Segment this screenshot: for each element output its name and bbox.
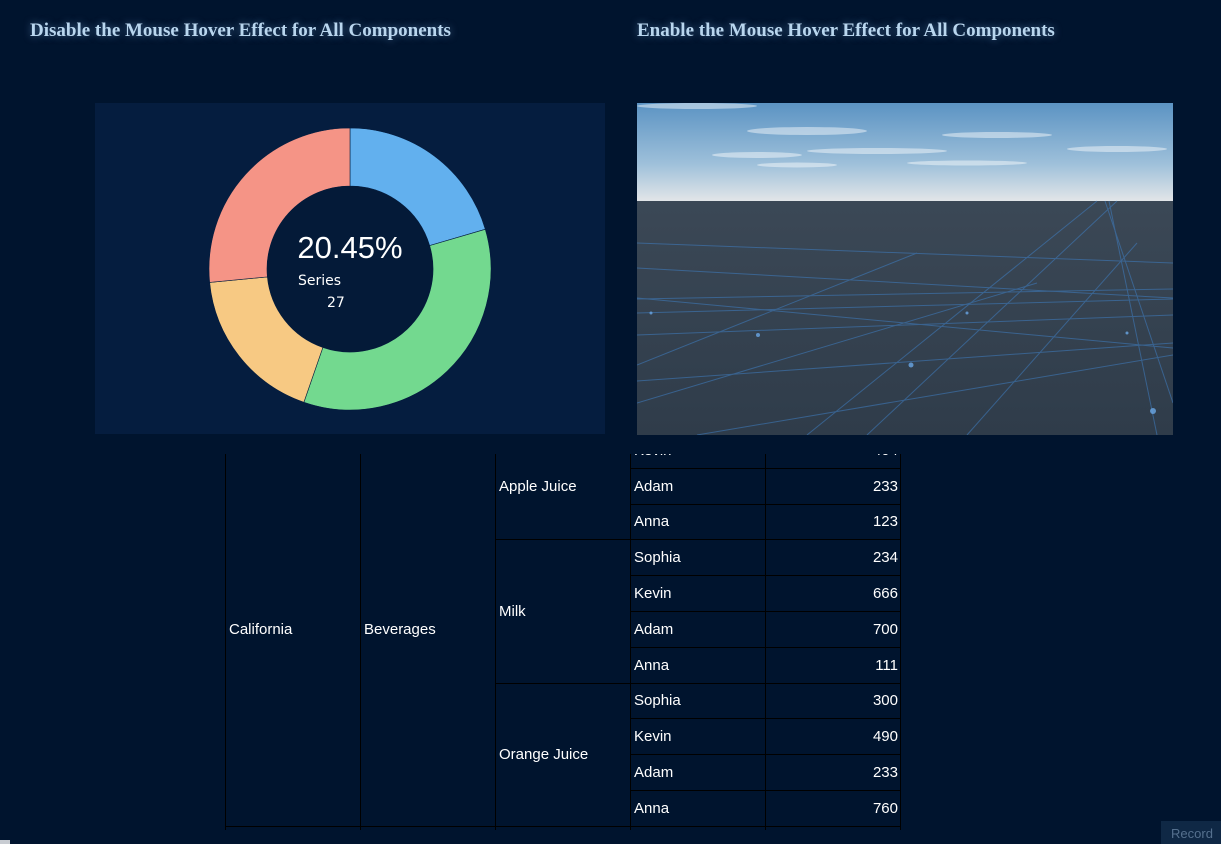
value-cell: 233 bbox=[765, 467, 901, 505]
value-cell: 300 bbox=[765, 682, 901, 720]
value-cell: 666 bbox=[765, 575, 901, 612]
person-cell: Kevin bbox=[630, 454, 766, 469]
grid-line-1 bbox=[637, 342, 1173, 382]
person-cell: Anna bbox=[630, 646, 766, 684]
value-cell: 490 bbox=[765, 718, 901, 756]
grid-line-13 bbox=[637, 252, 918, 366]
table-row: Adam 700 bbox=[226, 610, 901, 648]
product-cell: Apple Juice bbox=[495, 454, 631, 541]
grid-line-10 bbox=[866, 200, 1118, 435]
value-cell: 404 bbox=[765, 454, 901, 469]
table-row: Orange Juice Sophia 300 bbox=[226, 682, 901, 827]
grid-line-12 bbox=[1108, 200, 1158, 435]
table-row: Anna 111 bbox=[226, 646, 901, 684]
category-cell: Beverages bbox=[360, 454, 496, 827]
value-cell: 234 bbox=[765, 539, 901, 577]
grid-line-9 bbox=[806, 200, 1098, 435]
product-cell: Orange Juice bbox=[495, 682, 631, 827]
record-button[interactable]: Record bbox=[1161, 821, 1221, 844]
person-cell: Kevin bbox=[630, 575, 766, 612]
person-cell: Kevin bbox=[630, 718, 766, 756]
table-row: Sophia652 bbox=[225, 825, 901, 830]
table-row: Anna 123 bbox=[226, 503, 901, 541]
person-cell: Sophia bbox=[630, 825, 766, 830]
value-cell: 760 bbox=[765, 789, 901, 827]
value-cell: 233 bbox=[765, 754, 901, 791]
donut-series-value: 27 bbox=[327, 295, 345, 311]
person-cell: Adam bbox=[630, 610, 766, 648]
person-cell: Sophia bbox=[630, 539, 766, 577]
grid-line-15 bbox=[637, 282, 1038, 404]
3d-scene-viewport[interactable] bbox=[637, 103, 1173, 435]
heading-hover-disabled: Disable the Mouse Hover Effect for All C… bbox=[30, 20, 451, 41]
empty-cell bbox=[495, 825, 631, 830]
grid-nodes bbox=[649, 311, 1156, 414]
value-cell: 652 bbox=[765, 825, 901, 830]
grid-line-8 bbox=[696, 354, 1173, 435]
value-cell: 123 bbox=[765, 503, 901, 541]
table-row: Anna 760 bbox=[226, 789, 901, 827]
empty-cell bbox=[225, 825, 361, 830]
ground-grid bbox=[637, 200, 1173, 435]
region-cell: California bbox=[225, 454, 361, 827]
grid-line-4 bbox=[637, 288, 1173, 300]
corner-indicator bbox=[0, 840, 10, 844]
person-cell: Sophia bbox=[630, 682, 766, 720]
person-cell: Adam bbox=[630, 467, 766, 505]
table-row: Kevin 490 bbox=[226, 718, 901, 756]
value-cell: 700 bbox=[765, 610, 901, 648]
grid-line-6 bbox=[637, 267, 1173, 299]
scene-canvas[interactable] bbox=[637, 103, 1173, 435]
person-cell: Adam bbox=[630, 754, 766, 791]
person-cell: Anna bbox=[630, 503, 766, 541]
donut-center-value: 20.45% bbox=[297, 230, 402, 265]
grid-line-5 bbox=[637, 242, 1173, 264]
donut-hole bbox=[267, 186, 433, 352]
sky bbox=[637, 103, 1173, 201]
heading-hover-enabled: Enable the Mouse Hover Effect for All Co… bbox=[637, 20, 1055, 41]
donut-chart-panel[interactable]: 20.45% Series 27 bbox=[95, 103, 605, 434]
donut-chart[interactable]: 20.45% Series 27 bbox=[95, 103, 605, 434]
donut-series-label: Series bbox=[298, 273, 341, 289]
grid-line-14 bbox=[966, 242, 1138, 435]
product-cell: Milk bbox=[495, 539, 631, 684]
grid-line-2 bbox=[637, 314, 1173, 336]
table-row: Milk Sophia 234 bbox=[226, 539, 901, 684]
empty-cell bbox=[360, 825, 496, 830]
person-cell: Anna bbox=[630, 789, 766, 827]
value-cell: 111 bbox=[765, 646, 901, 684]
grid-line-3 bbox=[637, 298, 1173, 314]
table-row: Adam 233 bbox=[226, 467, 901, 505]
clouds bbox=[637, 103, 1167, 168]
table-row: Adam 233 bbox=[226, 754, 901, 791]
